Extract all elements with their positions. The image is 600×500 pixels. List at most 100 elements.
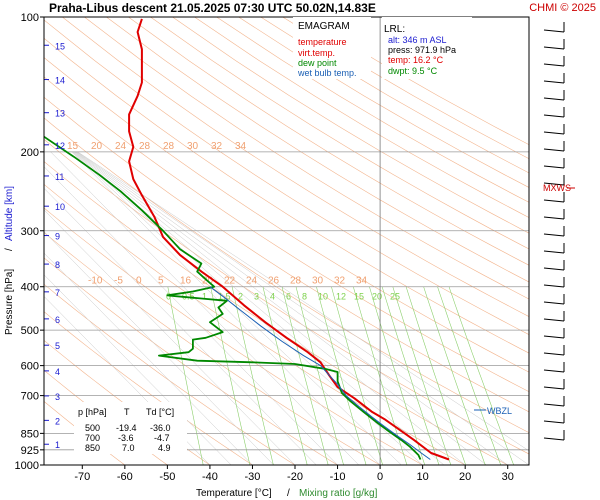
dry-adiabat-label: 30 <box>187 141 199 152</box>
wind-barb <box>543 294 565 305</box>
wind-barb <box>543 362 565 373</box>
y-axis-tick-label: 1000 <box>15 460 39 472</box>
dry-adiabat <box>172 17 529 234</box>
mixing-ratio-label: 1 <box>202 292 207 302</box>
series-line-dew-point <box>44 135 422 460</box>
table-row-700-p: 700 <box>85 433 100 443</box>
wind-barb <box>543 90 565 101</box>
dry-adiabat <box>62 17 529 317</box>
altitude-tick-label: 15 <box>55 41 65 51</box>
table-header-t: T <box>124 407 130 417</box>
dry-adiabat <box>194 17 529 218</box>
wind-barb-shaft <box>543 318 565 322</box>
dry-adiabat <box>44 37 529 354</box>
dry-adiabat <box>44 76 529 393</box>
altitude-tick-label: 14 <box>55 76 65 86</box>
wind-barb <box>543 124 565 135</box>
wind-barb-shaft <box>543 199 565 203</box>
x-axis-tick-label: -20 <box>287 471 303 483</box>
wbzl-label: WBZL <box>487 406 512 416</box>
lrl-box: LRL: alt: 346 m ASL press: 971.9 hPa tem… <box>382 17 472 79</box>
y-axis-tick-label: 925 <box>21 445 39 457</box>
y-axis-tick-label: 400 <box>21 282 39 294</box>
dry-adiabat <box>216 17 529 203</box>
x-axis-tick-label: 10 <box>417 471 429 483</box>
legend: EMAGRAM temperature virt.temp. dew point… <box>293 17 371 79</box>
chart-title: Praha-Libus descent 21.05.2025 07:30 UTC… <box>49 1 376 15</box>
wind-barb <box>543 396 565 407</box>
wind-barb <box>543 277 565 288</box>
wind-barb-shaft <box>543 80 565 84</box>
wind-barb-shaft <box>543 403 565 407</box>
dry-adiabat <box>106 17 529 283</box>
dry-adiabat-label: 28 <box>290 276 302 287</box>
wind-barb-shaft <box>543 335 565 339</box>
altitude-tick-label: 12 <box>55 141 65 151</box>
dry-adiabat-label: 32 <box>334 276 346 287</box>
mixing-ratio-label: 3 <box>254 292 259 302</box>
wind-barb-shaft <box>543 267 565 271</box>
y-axis-label-altitude: Altitude [km] <box>4 186 15 241</box>
lrl-pressure: press: 971.9 hPa <box>388 45 456 55</box>
credit-label: CHMI © 2025 <box>529 2 596 14</box>
mixing-ratio-label: 20 <box>372 292 382 302</box>
altitude-tick-label: 5 <box>55 341 60 351</box>
mixing-ratio-label: 0 <box>166 292 171 302</box>
wind-barb-shaft <box>543 29 565 33</box>
wind-barb-shaft <box>543 420 565 424</box>
stats-table-background <box>74 402 187 454</box>
mixing-ratio-label: 1.5 <box>218 292 231 302</box>
mixing-ratio-label: 2 <box>238 292 243 302</box>
dry-adiabat <box>44 19 529 335</box>
y-axis-tick-label: 700 <box>21 391 39 403</box>
wind-barb <box>543 56 565 67</box>
x-axis-tick-label: 30 <box>502 471 514 483</box>
dry-adiabat <box>128 17 529 266</box>
table-row-500-p: 500 <box>85 423 100 433</box>
series-line-temperature <box>128 18 450 461</box>
dry-adiabat-label: 20 <box>91 141 103 152</box>
dry-adiabat-label: 16 <box>180 276 192 287</box>
wind-barb <box>543 379 565 390</box>
mixing-ratio-label: 8 <box>302 292 307 302</box>
mixing-ratio-label: 12 <box>336 292 346 302</box>
lrl-altitude: alt: 346 m ASL <box>388 35 447 45</box>
wind-barb <box>543 209 565 220</box>
lrl-heading: LRL: <box>384 24 405 35</box>
x-axis-label-temperature: Temperature [°C] <box>196 488 272 499</box>
x-axis-tick-label: -40 <box>202 471 218 483</box>
lrl-temperature: temp: 16.2 °C <box>388 55 444 65</box>
x-axis-tick-label: 20 <box>459 471 471 483</box>
wind-barb-shaft <box>543 97 565 101</box>
dry-adiabat-label: 30 <box>312 276 324 287</box>
lrl-dewpoint: dwpt: 9.5 °C <box>388 66 438 76</box>
wind-barb-shaft <box>543 369 565 373</box>
x-axis-tick-label: 0 <box>377 471 383 483</box>
wind-barb <box>543 192 565 203</box>
altitude-tick-label: 2 <box>55 416 60 426</box>
wind-barb <box>543 158 565 169</box>
mixing-ratio-label: 4 <box>270 292 275 302</box>
wind-barb <box>543 39 565 50</box>
wind-barb <box>543 141 565 152</box>
table-row-850-td: 4.9 <box>158 443 171 453</box>
y-axis-tick-label: 500 <box>21 325 39 337</box>
table-header-td: Td [°C] <box>146 407 174 417</box>
plot-frame <box>43 16 530 466</box>
altitude-tick-label: 9 <box>55 232 60 242</box>
wind-barb <box>543 175 565 186</box>
x-axis-tick-label: -60 <box>117 471 133 483</box>
dry-adiabat-label: 34 <box>235 141 247 152</box>
dry-adiabat-label: 15 <box>67 141 79 152</box>
x-axis-tick-label: -30 <box>245 471 261 483</box>
dry-adiabat-label: 0 <box>136 276 142 287</box>
table-row-700-t: -3.6 <box>118 433 134 443</box>
altitude-tick-label: 13 <box>55 109 65 119</box>
wind-barb-shaft <box>543 131 565 135</box>
wind-barb-shaft <box>543 182 565 186</box>
x-axis-label-separator: / <box>287 488 290 499</box>
wind-barb <box>543 260 565 271</box>
y-axis-label-separator: / <box>4 248 15 251</box>
wind-barb-shaft <box>543 284 565 288</box>
